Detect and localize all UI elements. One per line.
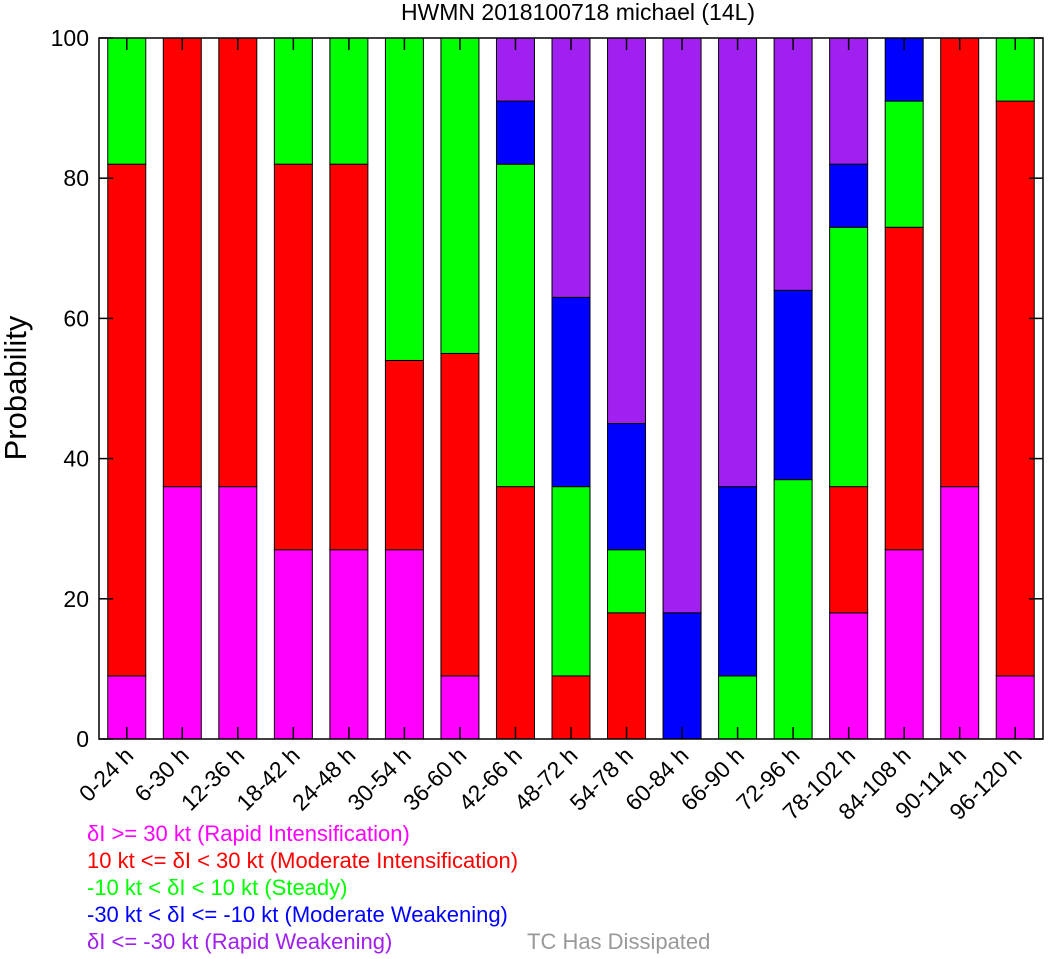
bar-segment-2-1: [162, 486, 202, 740]
bar-segment-13-3: [773, 479, 813, 740]
bar-segment-9-3: [551, 486, 591, 677]
y-tick-label: 60: [63, 305, 89, 331]
y-tick-label: 40: [63, 446, 89, 472]
bar-segment-15-1: [884, 549, 924, 740]
bar-segment-15-2: [884, 226, 924, 551]
y-tick-labels: 0 20 40 60 80 100: [51, 25, 89, 752]
bar-segment-17-2: [995, 100, 1035, 677]
bar-segment-3-1: [218, 486, 258, 740]
bar-segment-14-4: [829, 163, 869, 228]
bar-segment-10-2: [607, 612, 647, 740]
bar-segment-11-4: [662, 612, 702, 740]
axes: [98, 37, 1044, 740]
bar-segment-8-4: [495, 100, 535, 165]
bar-segment-16-1: [940, 486, 980, 740]
bar-segment-10-3: [607, 549, 647, 614]
bar-segment-6-2: [384, 359, 424, 551]
legend-entry-4: -30 kt < δI <= -10 kt (Moderate Weakenin…: [87, 902, 508, 927]
y-tick-label: 80: [63, 165, 89, 191]
bar-segment-4-1: [273, 549, 313, 740]
y-tick-label: 20: [63, 586, 89, 612]
bar-segment-5-2: [329, 163, 369, 551]
x-tick-labels: 0-24 h6-30 h12-36 h18-42 h24-48 h30-54 h…: [74, 742, 1027, 825]
bar-segment-14-3: [829, 226, 869, 488]
bar-segment-7-3: [440, 37, 480, 354]
chart-title: HWMN 2018100718 michael (14L): [401, 0, 755, 25]
bar-segment-1-2: [107, 163, 147, 677]
bar-segment-6-3: [384, 37, 424, 361]
bar-segment-15-3: [884, 100, 924, 228]
legend-entry-5: δI <= -30 kt (Rapid Weakening): [87, 929, 393, 954]
legend-entry-6: TC Has Dissipated: [527, 929, 711, 954]
y-tick-label: 100: [51, 25, 89, 51]
bar-segment-5-1: [329, 549, 369, 740]
bar-segment-12-5: [718, 37, 758, 488]
y-axis-label: Probability: [0, 315, 33, 460]
bar-segment-14-2: [829, 486, 869, 614]
legend-entry-3: -10 kt < δI < 10 kt (Steady): [87, 875, 348, 900]
bar-segment-9-5: [551, 37, 591, 298]
bar-segment-4-3: [273, 37, 313, 165]
bars: [107, 37, 1035, 740]
bar-segment-5-3: [329, 37, 369, 165]
bar-segment-16-2: [940, 37, 980, 488]
legend-entry-2: 10 kt <= δI < 30 kt (Moderate Intensific…: [87, 848, 519, 873]
bar-segment-12-4: [718, 486, 758, 677]
bar-segment-8-2: [495, 486, 535, 740]
bar-segment-7-2: [440, 352, 480, 677]
bar-segment-13-4: [773, 289, 813, 481]
y-tick-label: 0: [76, 726, 89, 752]
bar-segment-4-2: [273, 163, 313, 551]
bar-segment-13-5: [773, 37, 813, 291]
bar-segment-6-1: [384, 549, 424, 740]
bar-segment-11-5: [662, 37, 702, 614]
legend-entry-1: δI >= 30 kt (Rapid Intensification): [87, 821, 410, 846]
bar-segment-9-4: [551, 296, 591, 488]
bar-segment-1-3: [107, 37, 147, 165]
bar-segment-8-3: [495, 163, 535, 488]
bar-segment-14-5: [829, 37, 869, 165]
bar-segment-2-2: [162, 37, 202, 488]
bar-segment-3-2: [218, 37, 258, 488]
bar-segment-10-4: [607, 423, 647, 551]
bar-segment-14-1: [829, 612, 869, 740]
bar-segment-10-5: [607, 37, 647, 425]
